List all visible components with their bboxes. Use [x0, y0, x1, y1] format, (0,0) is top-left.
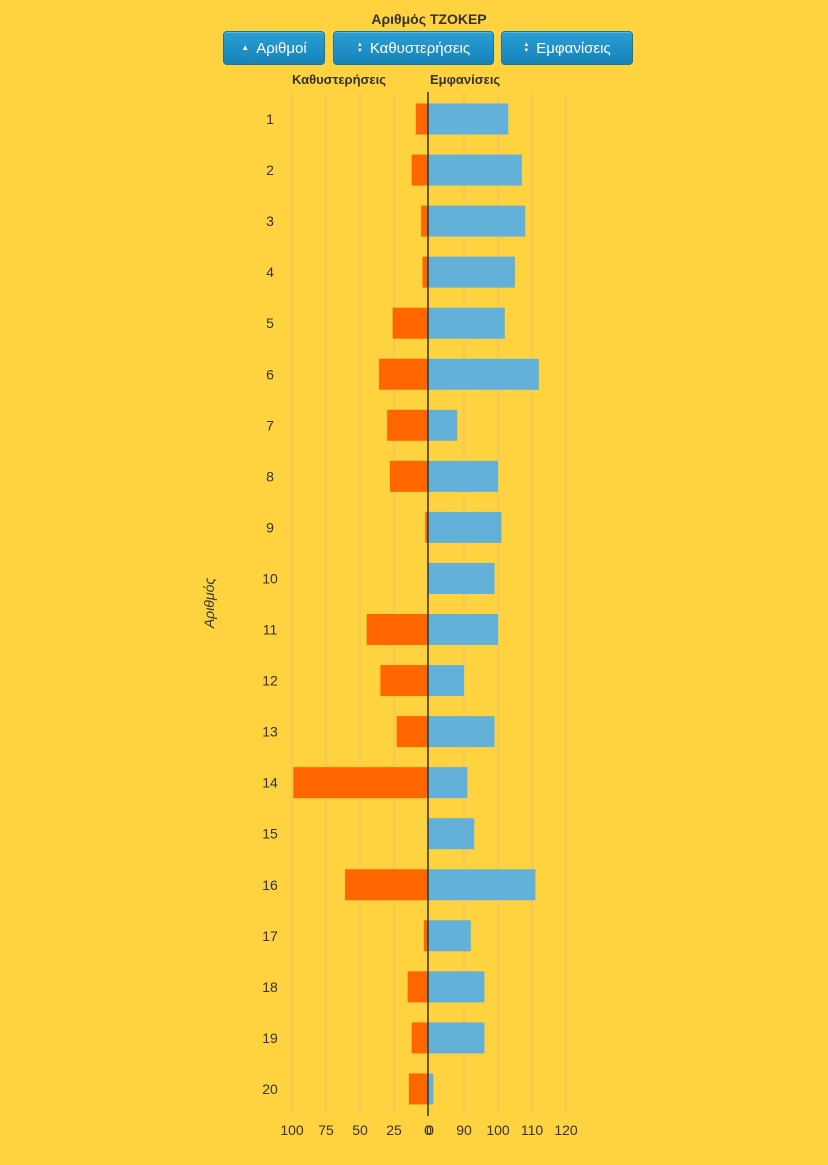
appearance-bar — [428, 307, 505, 339]
category-label: 10 — [262, 570, 278, 586]
appearance-bar — [428, 103, 509, 135]
sort-icon: ▲ ▼ — [523, 42, 530, 54]
delay-bar — [366, 614, 428, 645]
appearance-bar — [428, 665, 464, 697]
appearances-bars — [428, 103, 539, 1105]
category-label: 14 — [262, 775, 278, 791]
sort-up-icon: ▲ — [241, 43, 250, 52]
delay-bar — [421, 205, 428, 237]
category-label: 4 — [266, 264, 274, 280]
delay-bar — [423, 920, 428, 952]
chart-title: Αριθμός ΤΖΟΚΕΡ — [371, 11, 487, 27]
delay-bar — [380, 665, 428, 697]
gridlines — [291, 92, 567, 1114]
delay-bar — [411, 154, 428, 186]
x-tick-label-appearances: 0 — [426, 1122, 434, 1138]
category-label: 18 — [262, 979, 278, 995]
category-label: 9 — [266, 519, 274, 535]
appearance-bar — [428, 256, 515, 288]
delay-bar — [425, 511, 428, 543]
delay-bar — [396, 716, 428, 748]
delays-column-header: Καθυστερήσεις — [292, 72, 386, 87]
appearance-bar — [428, 409, 458, 441]
sort-by-appearances-button[interactable]: ▲ ▼ Εμφανίσεις — [501, 31, 633, 65]
delay-bar — [387, 409, 428, 441]
appearance-bar — [428, 869, 536, 901]
appearances-column-header: Εμφανίσεις — [430, 72, 501, 87]
appearance-bar — [428, 358, 539, 390]
category-label: 17 — [262, 928, 278, 944]
x-tick-label-delays: 50 — [352, 1122, 368, 1138]
sort-by-number-label: Αριθμοί — [256, 39, 307, 57]
category-label: 12 — [262, 673, 278, 689]
category-label: 2 — [266, 162, 274, 178]
delay-bar — [422, 256, 428, 288]
appearance-bar — [428, 767, 468, 799]
delay-bar — [293, 767, 428, 799]
appearance-bar — [428, 614, 498, 645]
sort-by-delays-button[interactable]: ▲ ▼ Καθυστερήσεις — [333, 31, 494, 65]
category-label: 3 — [266, 213, 274, 229]
category-label: 11 — [263, 622, 278, 638]
category-label: 16 — [262, 877, 278, 893]
delay-bar — [411, 1022, 428, 1054]
category-label: 20 — [262, 1081, 278, 1097]
sort-by-appearances-label: Εμφανίσεις — [536, 39, 611, 57]
category-label: 8 — [266, 468, 274, 484]
category-label: 1 — [266, 111, 274, 127]
category-label: 6 — [266, 366, 274, 382]
appearance-bar — [428, 460, 498, 492]
x-tick-label-appearances: 100 — [486, 1122, 510, 1138]
appearance-bar — [428, 971, 485, 1003]
sort-icon: ▲ ▼ — [356, 42, 363, 54]
category-label: 19 — [262, 1030, 278, 1046]
category-label: 7 — [266, 417, 274, 433]
x-tick-label-delays: 100 — [280, 1122, 304, 1138]
x-tick-label-appearances: 90 — [456, 1122, 472, 1138]
appearance-bar — [428, 154, 522, 186]
delay-bar — [389, 460, 428, 492]
delays-bars — [293, 103, 428, 1105]
sort-by-number-button[interactable]: ▲ Αριθμοί — [223, 31, 325, 65]
appearance-bar — [428, 1073, 434, 1105]
category-label: 5 — [266, 315, 274, 331]
x-tick-label-appearances: 120 — [554, 1122, 578, 1138]
x-tick-label-appearances: 110 — [521, 1122, 544, 1138]
delay-bar — [415, 103, 428, 135]
category-label: 15 — [262, 826, 278, 842]
delay-bar — [379, 358, 428, 390]
delay-bar — [408, 1073, 428, 1105]
delay-bar — [345, 869, 428, 901]
x-tick-label-delays: 0 — [424, 1122, 432, 1138]
x-tick-label-delays: 25 — [386, 1122, 402, 1138]
appearance-bar — [428, 716, 495, 748]
sort-by-delays-label: Καθυστερήσεις — [369, 39, 471, 57]
x-tick-label-delays: 75 — [318, 1122, 334, 1138]
appearance-bar — [428, 818, 475, 850]
category-label: 13 — [262, 724, 278, 740]
delay-bar — [392, 307, 428, 339]
appearance-bar — [428, 511, 502, 543]
appearance-bar — [428, 1022, 485, 1054]
appearance-bar — [428, 562, 495, 594]
appearance-bar — [428, 205, 526, 237]
appearance-bar — [428, 920, 471, 952]
x-axis-ticks: 100 75 50 25 00 90 100 110 120 — [280, 1122, 578, 1138]
delay-bar — [407, 971, 428, 1003]
